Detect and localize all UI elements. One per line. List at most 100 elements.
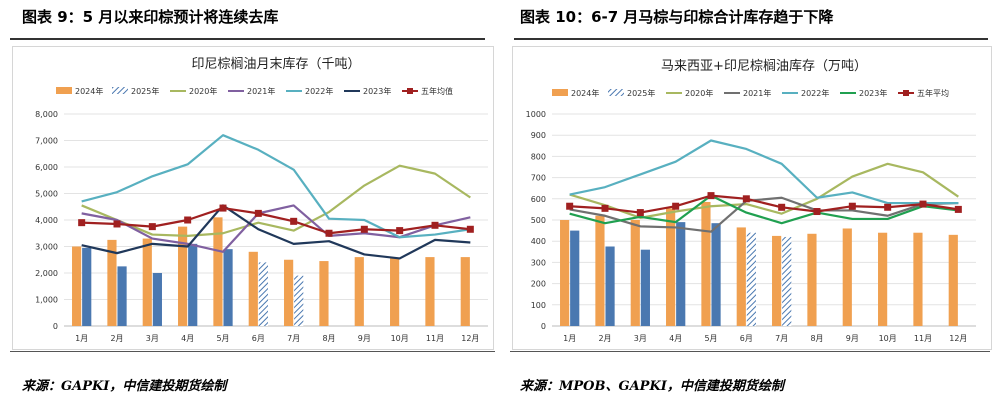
left-bar-2024-1 xyxy=(72,246,82,326)
left-avg-marker-9 xyxy=(360,225,368,233)
right-bar-2025-3 xyxy=(640,249,650,326)
left-line-4 xyxy=(81,206,471,235)
right-chart: 马来西亚+印尼棕榈油库存（万吨） 2024年 2025年 2020年 2021年 2022… xyxy=(526,58,976,343)
right-avg-marker-1 xyxy=(566,202,574,210)
left-bar-2025-3 xyxy=(152,273,162,326)
left-xtick-label-0: 1月 xyxy=(75,334,88,343)
right-bar-2024-9 xyxy=(842,228,852,326)
left-xtick-label-9: 10月 xyxy=(391,334,409,343)
right-legend-item-2: 2020年 xyxy=(666,88,713,98)
right-legend-item-3: 2021年 xyxy=(724,88,771,98)
right-line-2 xyxy=(569,139,959,205)
left-legend-item-3: 2021年 xyxy=(228,86,275,96)
left-source-note: 来源：GAPKI，中信建投期货绘制 xyxy=(22,379,227,394)
right-chart-title: 马来西亚+印尼棕榈油库存（万吨） xyxy=(661,58,867,74)
left-bar-2025-7 xyxy=(294,275,304,326)
left-bar-2024-8 xyxy=(319,261,329,326)
left-xtick-label-3: 4月 xyxy=(181,334,194,343)
left-bar-2024-12 xyxy=(460,257,470,326)
right-xtick-label-3: 4月 xyxy=(669,334,682,343)
left-ytick-label-8: 8,000 xyxy=(35,110,58,119)
left-title-rule xyxy=(10,38,485,40)
left-avg-marker-12 xyxy=(466,225,474,233)
right-legend-item-0: 2024年 xyxy=(552,88,599,98)
right-xtick-label-8: 9月 xyxy=(846,334,859,343)
left-bar-2024-9 xyxy=(354,257,364,326)
right-ytick-label-5: 500 xyxy=(531,216,546,225)
right-avg-marker-8 xyxy=(813,208,821,216)
left-ytick-label-5: 5,000 xyxy=(35,190,58,199)
svg-text:2025年: 2025年 xyxy=(627,88,655,98)
right-legend-item-6: 五年平均 xyxy=(898,88,949,98)
left-avg-marker-6 xyxy=(254,209,262,217)
svg-text:2021年: 2021年 xyxy=(743,88,771,98)
right-ytick-label-6: 600 xyxy=(531,195,546,204)
left-legend-item-1: 2025年 xyxy=(112,86,159,96)
left-chart-title: 印尼棕榈油月末库存（千吨） xyxy=(191,56,360,72)
left-legend-item-2: 2020年 xyxy=(170,86,217,96)
right-xtick-label-10: 11月 xyxy=(914,334,932,343)
right-bar-2024-8 xyxy=(807,233,817,326)
left-avg-marker-10 xyxy=(396,227,404,235)
left-ytick-label-6: 6,000 xyxy=(35,163,58,172)
right-xtick-label-7: 8月 xyxy=(810,334,823,343)
left-bar-2025-6 xyxy=(258,262,268,326)
left-bar-2024-4 xyxy=(178,226,188,326)
right-bar-2025-5 xyxy=(711,223,721,326)
svg-text:2022年: 2022年 xyxy=(305,86,333,96)
right-avg-marker-5 xyxy=(707,192,715,200)
left-bottom-rule xyxy=(10,351,495,352)
svg-text:2022年: 2022年 xyxy=(801,88,829,98)
left-bar-2024-7 xyxy=(284,259,294,326)
svg-text:五年均值: 五年均值 xyxy=(421,86,453,96)
right-bar-2024-12 xyxy=(948,234,958,326)
right-title-rule xyxy=(514,38,988,40)
left-avg-marker-3 xyxy=(148,223,156,231)
right-bar-2024-3 xyxy=(630,220,640,326)
left-xtick-label-7: 8月 xyxy=(322,334,335,343)
right-bar-2024-4 xyxy=(666,208,676,326)
right-avg-marker-4 xyxy=(672,202,680,210)
svg-text:2020年: 2020年 xyxy=(685,88,713,98)
left-xtick-label-4: 5月 xyxy=(216,334,229,343)
right-xtick-label-9: 10月 xyxy=(879,334,897,343)
right-bar-2025-6 xyxy=(746,232,756,326)
left-xtick-label-6: 7月 xyxy=(287,334,300,343)
left-bar-2024-3 xyxy=(142,238,152,326)
right-bar-2024-7 xyxy=(772,235,782,326)
right-avg-marker-2 xyxy=(601,204,609,212)
left-avg-marker-2 xyxy=(113,220,121,228)
right-ytick-label-4: 400 xyxy=(531,237,546,246)
svg-text:2021年: 2021年 xyxy=(247,86,275,96)
right-ytick-label-2: 200 xyxy=(531,280,546,289)
svg-text:2023年: 2023年 xyxy=(363,86,391,96)
right-avg-marker-9 xyxy=(848,202,856,210)
left-bar-2025-5 xyxy=(223,249,233,326)
right-xtick-label-5: 6月 xyxy=(740,334,753,343)
right-bar-2024-10 xyxy=(878,232,888,326)
right-bar-2025-4 xyxy=(676,222,686,326)
left-line-3 xyxy=(81,204,471,260)
right-ytick-label-10: 1000 xyxy=(526,110,546,119)
right-bar-2025-1 xyxy=(570,230,580,326)
left-figure-title: 图表 9：5 月以来印棕预计将连续去库 xyxy=(22,8,279,26)
svg-text:五年平均: 五年平均 xyxy=(917,88,949,98)
right-ytick-label-1: 100 xyxy=(531,301,546,310)
right-xtick-label-2: 3月 xyxy=(634,334,647,343)
right-bar-2024-11 xyxy=(913,232,923,326)
left-xtick-label-5: 6月 xyxy=(252,334,265,343)
right-bar-2024-1 xyxy=(560,220,570,326)
right-legend-item-1: 2025年 xyxy=(608,88,655,98)
right-avg-marker-7 xyxy=(778,203,786,211)
left-line-2 xyxy=(81,134,471,239)
right-line-3 xyxy=(569,194,959,225)
left-line-0 xyxy=(81,164,471,237)
svg-text:2025年: 2025年 xyxy=(131,86,159,96)
right-xtick-label-1: 2月 xyxy=(598,334,611,343)
right-bottom-rule xyxy=(510,351,990,352)
left-xtick-label-8: 9月 xyxy=(358,334,371,343)
left-avg-marker-7 xyxy=(290,217,298,225)
left-xtick-label-10: 11月 xyxy=(426,334,444,343)
right-avg-marker-12 xyxy=(954,205,962,213)
left-ytick-label-1: 1,000 xyxy=(35,296,58,305)
